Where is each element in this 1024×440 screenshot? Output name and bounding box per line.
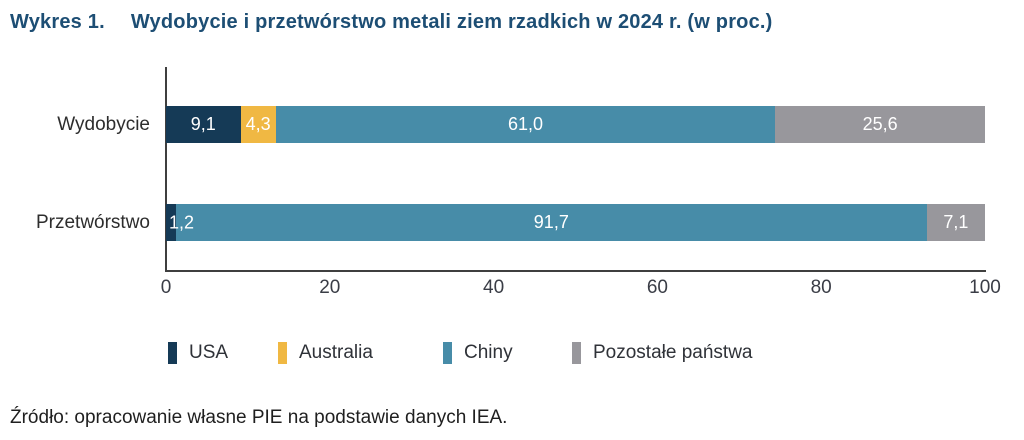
bar-segment-usa: 1,2 — [166, 204, 194, 241]
value-label: 9,1 — [190, 114, 216, 134]
value-label: 61,0 — [507, 114, 544, 134]
bar-segment-usa: 9,1 — [166, 106, 241, 143]
bar-segment-pozosta-e-pa-stwa: 25,6 — [775, 106, 985, 143]
legend-swatch-australia — [278, 341, 287, 364]
legend-swatch-chiny — [443, 341, 452, 364]
y-axis-line — [165, 67, 167, 272]
bar-segment-australia: 4,3 — [240, 106, 276, 143]
chart-title-label: Wykres 1. — [10, 11, 105, 33]
x-tick-label: 40 — [483, 277, 505, 298]
value-label: 4,3 — [245, 114, 271, 134]
legend-label: Pozostałe państwa — [593, 341, 753, 363]
x-tick-label: 100 — [969, 277, 1001, 298]
legend-item: Chiny — [443, 341, 513, 364]
category-label: Przetwórstwo — [35, 212, 150, 233]
legend-label: USA — [189, 341, 229, 363]
legend-label: Australia — [299, 341, 373, 363]
chart-title: Wykres 1. Wydobycie i przetwórstwo metal… — [10, 11, 773, 34]
bar-segment-chiny: 61,0 — [275, 106, 776, 143]
source-note: Źródło: opracowanie własne PIE na podsta… — [10, 407, 508, 428]
value-label: 25,6 — [862, 114, 898, 134]
bar-segment-chiny: 91,7 — [175, 204, 927, 241]
bar-row: 1,2 91,7 7,1 — [166, 204, 985, 241]
chart-title-text: Wydobycie i przetwórstwo metali ziem rza… — [130, 11, 773, 33]
bar-row: 9,1 4,3 61,0 25,6 — [166, 106, 985, 143]
legend-item: Pozostałe państwa — [572, 341, 753, 364]
category-label: Wydobycie — [57, 114, 150, 135]
value-label: 7,1 — [943, 212, 969, 232]
value-label: 1,2 — [169, 212, 195, 232]
bar-segment-pozosta-e-pa-stwa: 7,1 — [926, 204, 985, 241]
legend-label: Chiny — [464, 341, 513, 363]
x-tick-label: 80 — [810, 277, 832, 298]
x-tick-label: 60 — [646, 277, 668, 298]
x-axis-line — [165, 270, 986, 272]
legend-swatch-pozosta-e-pa-stwa — [572, 341, 581, 364]
x-tick-label: 0 — [160, 277, 172, 298]
legend-item: USA — [168, 341, 228, 364]
legend-swatch-usa — [168, 341, 177, 364]
legend-item: Australia — [278, 341, 373, 364]
value-label: 91,7 — [533, 212, 569, 232]
x-tick-label: 20 — [319, 277, 341, 298]
